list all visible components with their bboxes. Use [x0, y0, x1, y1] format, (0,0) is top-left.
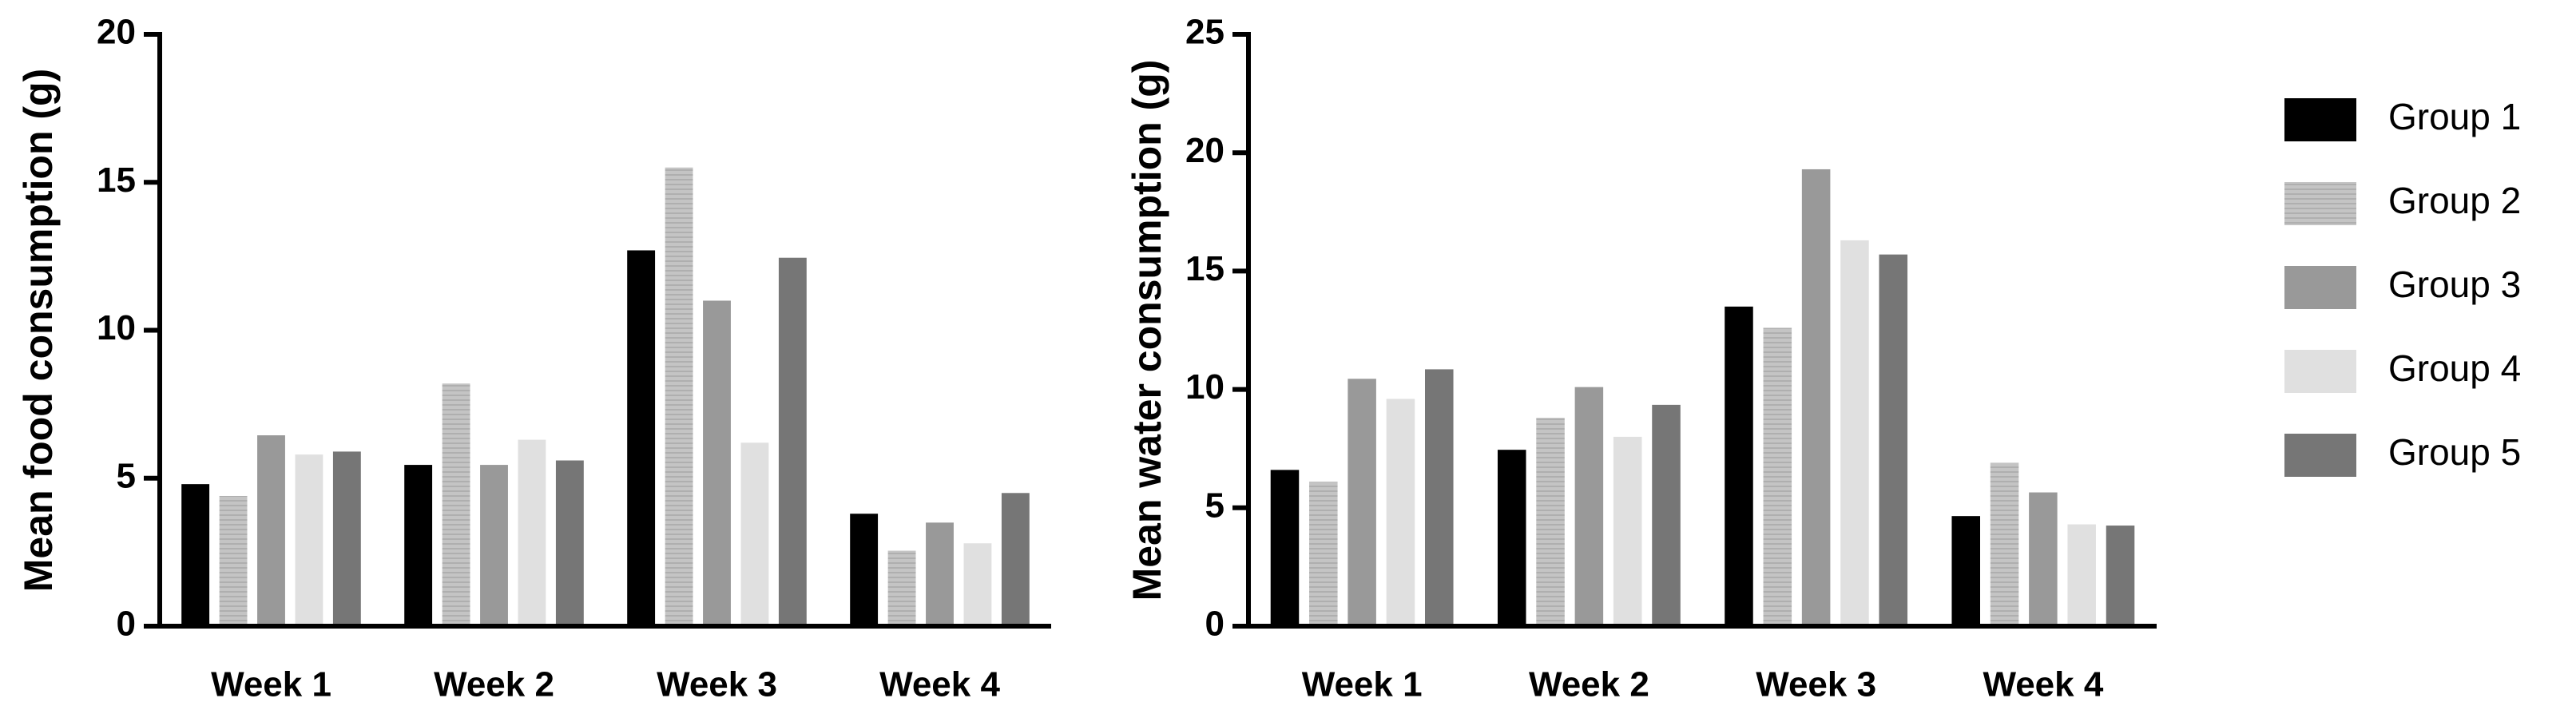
bar [926, 522, 954, 626]
legend-swatch [2284, 350, 2356, 393]
x-tick-label: Week 1 [1302, 665, 1423, 704]
bar [887, 550, 916, 626]
legend-label: Group 5 [2388, 431, 2521, 473]
legend-swatch [2284, 266, 2356, 309]
bar [1574, 387, 1604, 626]
bar [295, 454, 323, 626]
x-tick-label: Week 2 [1529, 665, 1649, 704]
bar [2067, 524, 2096, 626]
x-tick-label: Week 4 [1983, 665, 2103, 704]
y-tick-label: 20 [1185, 131, 1224, 170]
x-tick-label: Week 2 [434, 665, 554, 704]
legend-swatch [2284, 182, 2356, 225]
bar [963, 543, 992, 626]
bar [1348, 379, 1376, 626]
x-tick-label: Week 3 [657, 665, 777, 704]
y-tick-label: 0 [1205, 605, 1224, 644]
x-tick-label: Week 3 [1756, 665, 1876, 704]
bar [257, 435, 285, 626]
bar [1725, 306, 1753, 626]
y-tick-label: 0 [117, 605, 136, 644]
y-axis-title: Mean food consumption (g) [16, 69, 61, 592]
bar [404, 465, 433, 626]
bar [1840, 240, 1869, 626]
legend-label: Group 4 [2388, 347, 2521, 389]
bar [1652, 404, 1681, 626]
legend-label: Group 2 [2388, 180, 2521, 221]
bar [850, 514, 879, 626]
bar [1001, 493, 1030, 626]
bar [518, 439, 546, 626]
bar [627, 250, 656, 626]
bar [480, 465, 508, 626]
y-tick-label: 10 [97, 308, 136, 347]
bar [1613, 436, 1642, 626]
bar [1425, 369, 1454, 626]
bar [1536, 418, 1565, 626]
bar [740, 442, 769, 626]
y-tick-label: 15 [1185, 249, 1224, 288]
y-tick-label: 20 [97, 13, 136, 52]
y-axis-title: Mean water consumption (g) [1125, 60, 1169, 601]
bar [703, 300, 731, 626]
bar [442, 383, 470, 626]
bar [778, 257, 807, 626]
bar [181, 484, 210, 626]
y-tick-label: 15 [97, 161, 136, 200]
bar [555, 460, 584, 626]
bar [1309, 482, 1338, 626]
y-tick-label: 5 [117, 456, 136, 495]
x-tick-label: Week 1 [211, 665, 331, 704]
legend-label: Group 3 [2388, 264, 2521, 305]
legend-label: Group 1 [2388, 96, 2521, 137]
bar [1386, 399, 1415, 626]
bar [1951, 516, 1980, 626]
bar [1497, 450, 1526, 626]
bar [2106, 526, 2135, 626]
bar [1801, 169, 1831, 626]
bar [1879, 254, 1908, 626]
bar [332, 451, 361, 626]
x-tick-label: Week 4 [879, 665, 1000, 704]
y-tick-label: 25 [1185, 13, 1224, 52]
bar [1990, 462, 2019, 626]
bar [219, 495, 248, 626]
bar [1763, 327, 1792, 626]
legend-swatch [2284, 434, 2356, 477]
bar [1270, 470, 1300, 626]
y-tick-label: 5 [1205, 486, 1224, 525]
y-tick-label: 10 [1185, 367, 1224, 407]
bar [665, 167, 693, 627]
bar [2029, 492, 2058, 626]
legend-swatch [2284, 98, 2356, 141]
